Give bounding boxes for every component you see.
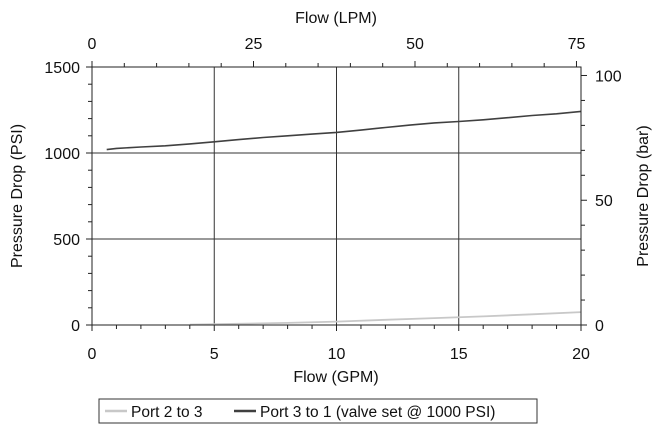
x-tick-label-5: 5 [210,346,219,363]
legend-label-port-3-to-1: Port 3 to 1 (valve set @ 1000 PSI) [260,404,495,421]
x-axis-title: Flow (GPM) [293,369,378,386]
axis-ticks [86,61,587,331]
x-top-tick-label-0: 0 [88,36,97,53]
y-tick-label-0: 0 [71,318,80,335]
y-right-tick-label-100: 100 [595,68,622,85]
y-tick-label-1500: 1500 [44,60,80,77]
x-tick-label-20: 20 [572,346,590,363]
legend-label-port-2-to-3: Port 2 to 3 [131,404,203,421]
series-lines [106,110,582,326]
series-line-port-2-to-3 [189,311,582,326]
x-tick-label-10: 10 [328,346,346,363]
y-tick-label-1000: 1000 [44,146,80,163]
x-top-tick-label-25: 25 [245,36,263,53]
x-top-axis-title: Flow (LPM) [295,10,377,27]
x-top-tick-label-50: 50 [406,36,424,53]
x-top-tick-label-75: 75 [568,36,586,53]
y-right-tick-label-0: 0 [595,318,604,335]
y-tick-label-500: 500 [53,232,80,249]
y-axis-title: Pressure Drop (PSI) [9,124,26,268]
x-tick-label-15: 15 [450,346,468,363]
tick-labels: 0 5 10 15 20 0 500 1000 1500 0 25 50 75 0 50 100 [44,36,621,363]
y-right-axis-title: Pressure Drop (bar) [635,125,652,266]
y-right-tick-label-50: 50 [595,193,613,210]
x-tick-label-0: 0 [88,346,97,363]
gridlines [92,67,581,325]
legend: Port 2 to 3 Port 3 to 1 (valve set @ 100… [98,398,538,424]
legend-box [98,398,538,424]
series-line-port-3-to-1-valve-set-1000-psi [106,110,582,151]
